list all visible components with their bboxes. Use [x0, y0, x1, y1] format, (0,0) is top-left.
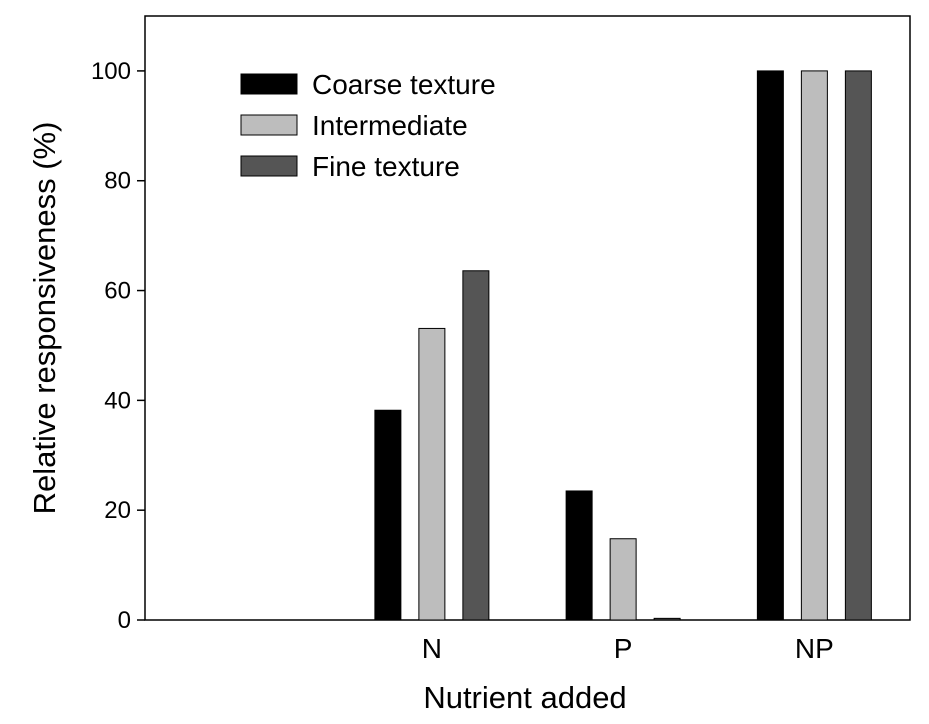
y-tick-label: 100: [91, 58, 131, 85]
bar-p-coarse-texture: [565, 490, 593, 621]
bars: [374, 70, 872, 621]
bar-p-fine-texture: [653, 617, 681, 621]
bar-n-fine-texture: [462, 270, 490, 621]
bar-np-coarse-texture: [756, 70, 784, 621]
bar-n-coarse-texture: [374, 409, 402, 621]
legend-label: Intermediate: [312, 110, 468, 141]
plot-frame: [144, 15, 911, 621]
y-tick-label: 40: [104, 387, 131, 414]
bar-np-intermediate: [800, 70, 828, 621]
legend-swatch: [240, 155, 298, 177]
legend-swatch: [240, 73, 298, 95]
legend-label: Coarse texture: [312, 69, 496, 100]
y-tick-label: 60: [104, 278, 131, 305]
y-axis-title: Relative responsiveness (%): [27, 122, 62, 515]
bar-n-intermediate: [418, 327, 446, 621]
y-tick-label: 80: [104, 168, 131, 195]
bar-p-intermediate: [609, 538, 637, 621]
x-axis: N P NP: [422, 633, 834, 664]
x-tick-label: NP: [795, 633, 834, 664]
y-axis: 0 20 40 60 80 100: [91, 58, 145, 634]
y-tick-label: 20: [104, 497, 131, 524]
x-tick-label: N: [422, 633, 442, 664]
legend-label: Fine texture: [312, 151, 460, 182]
legend: Coarse texture Intermediate Fine texture: [240, 69, 496, 182]
bar-np-fine-texture: [844, 70, 872, 621]
legend-swatch: [240, 114, 298, 136]
y-tick-label: 0: [118, 607, 131, 634]
x-axis-title: Nutrient added: [423, 680, 626, 715]
x-tick-label: P: [614, 633, 633, 664]
